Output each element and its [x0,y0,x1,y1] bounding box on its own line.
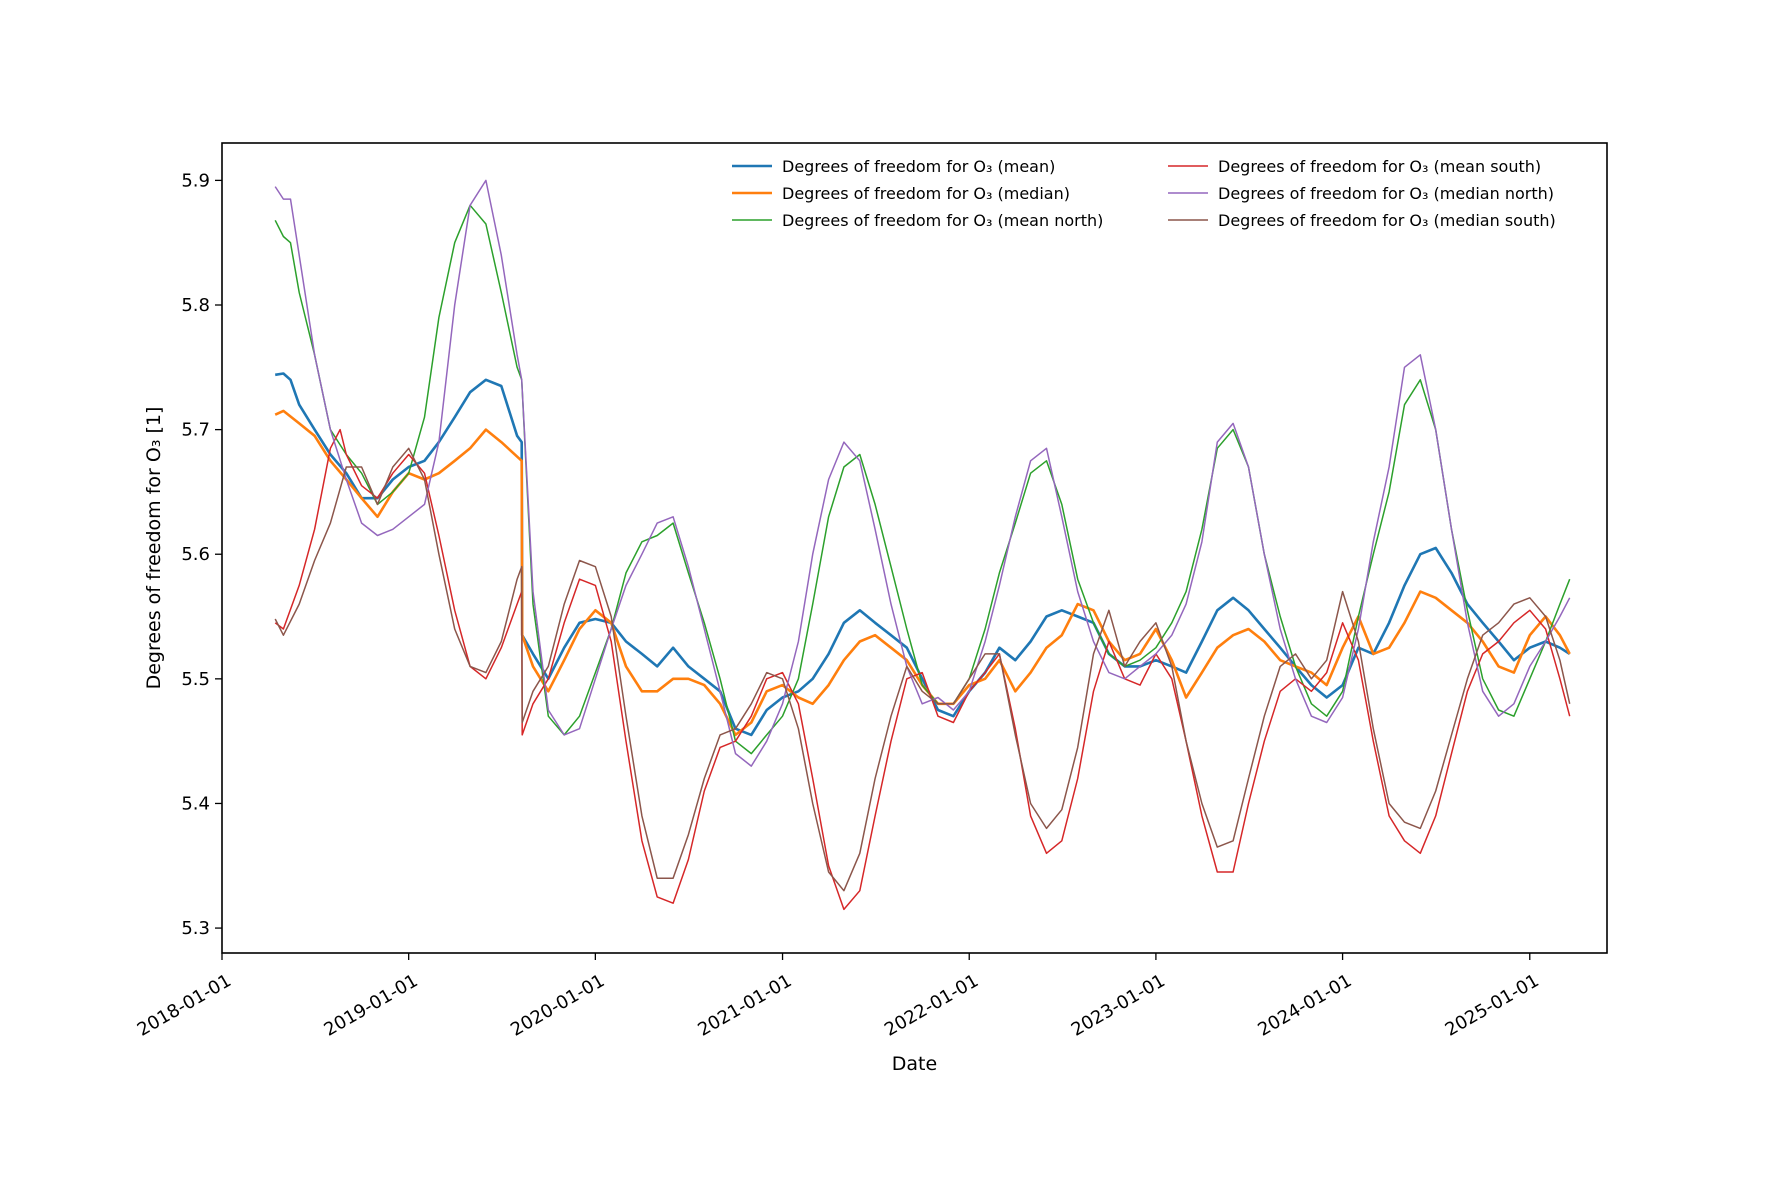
legend-label-4: Degrees of freedom for O₃ (mean south) [1218,157,1541,176]
y-axis-label: Degrees of freedom for O₃ [1] [143,407,165,690]
legend-label-6: Degrees of freedom for O₃ (median south) [1218,211,1556,230]
y-axis-ticks: 5.3 5.4 5.5 5.6 5.7 5.8 5.9 [181,170,222,939]
y-tick-label: 5.9 [181,170,210,191]
y-tick-label: 5.7 [181,420,210,441]
legend-label-2: Degrees of freedom for O₃ (median) [782,184,1070,203]
axes-frame [221,142,1608,954]
y-tick-label: 5.4 [181,793,210,814]
legend-label-5: Degrees of freedom for O₃ (median north) [1218,184,1554,203]
series-line-2 [274,409,1571,737]
legend-label-3: Degrees of freedom for O₃ (mean north) [782,211,1103,230]
series-line-3 [274,204,1571,755]
y-tick-label: 5.5 [181,669,210,690]
y-tick-label: 5.6 [181,544,210,565]
series-line-4 [274,428,1571,911]
series-line-6 [274,447,1571,892]
y-tick-label: 5.8 [181,295,210,316]
legend-label-1: Degrees of freedom for O₃ (mean) [782,157,1055,176]
plot-lines [274,179,1571,911]
legend: Degrees of freedom for O₃ (mean) Degrees … [732,157,1556,230]
y-tick-label: 5.3 [181,918,210,939]
x-axis-label: Date [892,1053,937,1075]
